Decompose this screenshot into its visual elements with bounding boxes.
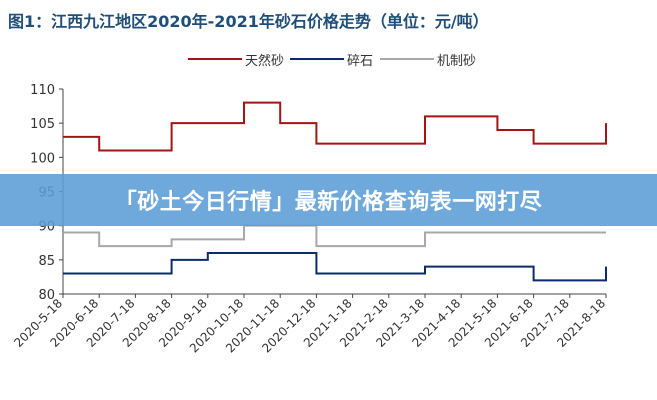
chart-title: 图1：江西九江地区2020年-2021年砂石价格走势（单位：元/吨） — [8, 12, 489, 31]
legend-line-icon — [380, 58, 434, 60]
legend-item-jizhi: 机制砂 — [380, 48, 476, 70]
y-tick-label: 80 — [38, 288, 55, 303]
banner-text: 「砂土今日行情」最新价格查询表一网打尽 — [114, 190, 543, 215]
y-tick-label: 105 — [30, 117, 55, 132]
promo-banner[interactable]: 「砂土今日行情」最新价格查询表一网打尽 — [0, 174, 657, 226]
legend-label: 机制砂 — [437, 53, 477, 69]
y-tick-label: 110 — [30, 83, 55, 98]
series-line-2 — [63, 224, 606, 248]
series-line-0 — [63, 101, 607, 152]
legend: 天然砂 碎石 机制砂 — [0, 48, 657, 70]
legend-line-icon — [290, 58, 344, 60]
y-tick-label: 85 — [38, 254, 55, 269]
legend-item-tianran: 天然砂 — [188, 48, 284, 70]
legend-line-icon — [188, 58, 242, 60]
y-tick-label: 100 — [30, 151, 55, 166]
x-axis: 2020-5-182020-6-182020-7-182020-8-182020… — [11, 293, 608, 355]
legend-item-suishi: 碎石 — [290, 48, 373, 70]
legend-label: 碎石 — [347, 53, 374, 69]
legend-label: 天然砂 — [245, 53, 285, 69]
series-line-1 — [63, 252, 607, 282]
